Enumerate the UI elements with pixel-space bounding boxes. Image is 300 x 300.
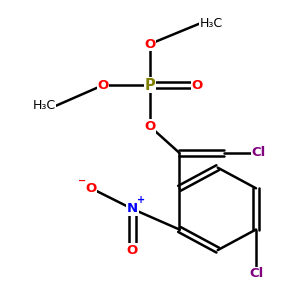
Text: +: + xyxy=(137,195,145,205)
Text: O: O xyxy=(127,244,138,256)
Text: O: O xyxy=(97,79,109,92)
Text: O: O xyxy=(191,79,203,92)
Text: P: P xyxy=(145,78,155,93)
Text: H₃C: H₃C xyxy=(33,99,56,112)
Text: O: O xyxy=(144,38,156,50)
Text: −: − xyxy=(78,176,86,186)
Text: O: O xyxy=(85,182,97,195)
Text: H₃C: H₃C xyxy=(200,17,223,30)
Text: N: N xyxy=(127,202,138,215)
Text: Cl: Cl xyxy=(252,146,266,159)
Text: Cl: Cl xyxy=(249,267,263,280)
Text: O: O xyxy=(144,120,156,133)
